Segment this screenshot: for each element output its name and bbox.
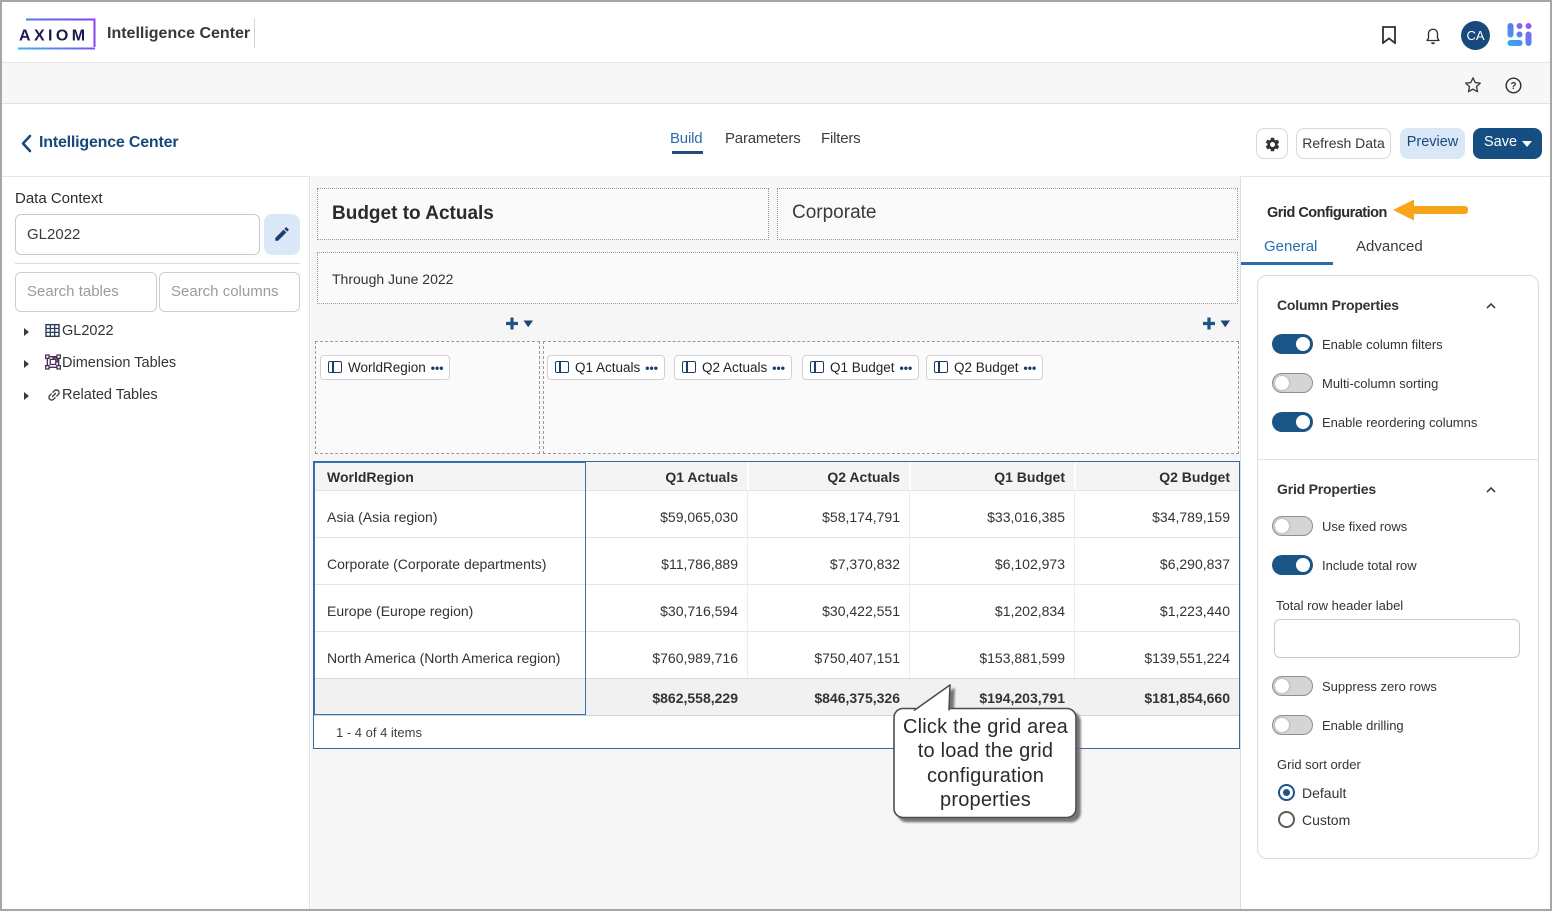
svg-text:AXIOM: AXIOM [19, 28, 88, 45]
svg-text:?: ? [1511, 81, 1517, 92]
